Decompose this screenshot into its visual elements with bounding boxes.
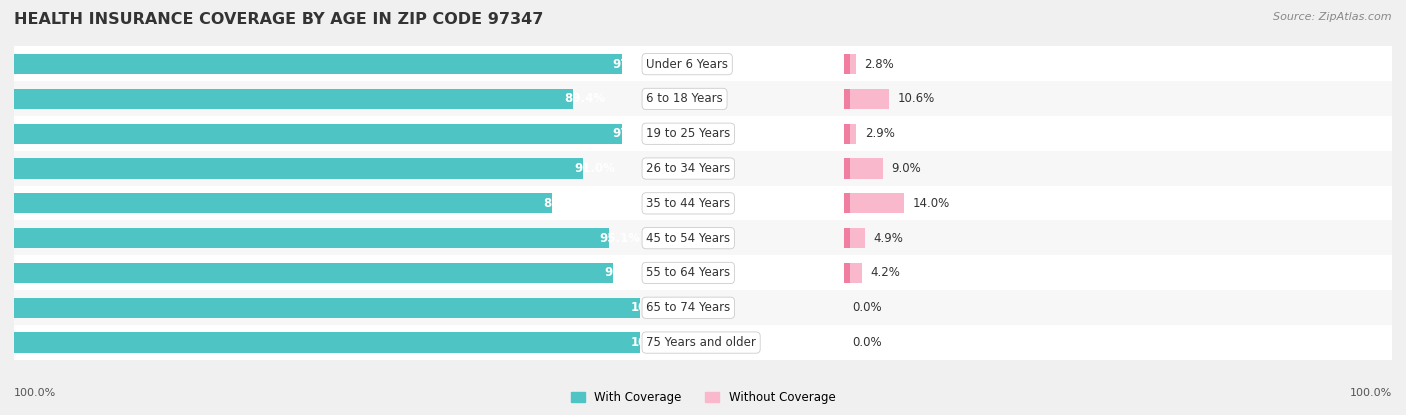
Text: 9.0%: 9.0% — [891, 162, 921, 175]
FancyBboxPatch shape — [14, 151, 640, 186]
Bar — [844, 89, 851, 109]
Text: 4.2%: 4.2% — [870, 266, 900, 279]
Bar — [844, 124, 851, 144]
Text: Under 6 Years: Under 6 Years — [647, 58, 728, 71]
Bar — [844, 263, 862, 283]
FancyBboxPatch shape — [640, 46, 1392, 82]
FancyBboxPatch shape — [640, 186, 1392, 221]
FancyBboxPatch shape — [14, 116, 640, 151]
FancyBboxPatch shape — [14, 290, 640, 325]
Legend: With Coverage, Without Coverage: With Coverage, Without Coverage — [565, 387, 841, 409]
Text: HEALTH INSURANCE COVERAGE BY AGE IN ZIP CODE 97347: HEALTH INSURANCE COVERAGE BY AGE IN ZIP … — [14, 12, 544, 27]
FancyBboxPatch shape — [14, 186, 640, 221]
Text: 100.0%: 100.0% — [14, 388, 56, 398]
Bar — [14, 54, 623, 74]
Text: 2.9%: 2.9% — [865, 127, 894, 140]
Text: 100.0%: 100.0% — [630, 336, 679, 349]
FancyBboxPatch shape — [640, 325, 1392, 360]
Bar — [844, 228, 851, 248]
Text: 95.1%: 95.1% — [600, 232, 641, 245]
Text: 4.9%: 4.9% — [873, 232, 904, 245]
Bar — [844, 193, 851, 213]
FancyBboxPatch shape — [14, 46, 640, 82]
Text: 86.0%: 86.0% — [543, 197, 583, 210]
Text: 100.0%: 100.0% — [630, 301, 679, 314]
Text: 45 to 54 Years: 45 to 54 Years — [647, 232, 730, 245]
FancyBboxPatch shape — [14, 220, 640, 256]
Text: 75 Years and older: 75 Years and older — [647, 336, 756, 349]
Text: 97.1%: 97.1% — [612, 127, 652, 140]
FancyBboxPatch shape — [640, 255, 1392, 291]
Bar — [14, 89, 574, 109]
FancyBboxPatch shape — [14, 325, 640, 360]
Text: 14.0%: 14.0% — [912, 197, 950, 210]
Text: 0.0%: 0.0% — [852, 336, 882, 349]
Text: 100.0%: 100.0% — [1350, 388, 1392, 398]
Text: 97.2%: 97.2% — [613, 58, 654, 71]
Bar — [14, 159, 583, 178]
FancyBboxPatch shape — [640, 116, 1392, 151]
Bar — [844, 124, 856, 144]
Text: Source: ZipAtlas.com: Source: ZipAtlas.com — [1274, 12, 1392, 22]
Bar — [844, 54, 856, 74]
Bar — [844, 54, 851, 74]
Bar — [14, 193, 553, 213]
FancyBboxPatch shape — [640, 151, 1392, 186]
Bar — [14, 298, 640, 318]
Text: 0.0%: 0.0% — [852, 301, 882, 314]
Text: 91.0%: 91.0% — [574, 162, 614, 175]
FancyBboxPatch shape — [14, 81, 640, 117]
Bar — [844, 193, 904, 213]
Text: 26 to 34 Years: 26 to 34 Years — [647, 162, 731, 175]
Text: 10.6%: 10.6% — [898, 93, 935, 105]
Text: 89.4%: 89.4% — [564, 93, 605, 105]
Text: 2.8%: 2.8% — [865, 58, 894, 71]
Bar — [844, 159, 851, 178]
FancyBboxPatch shape — [640, 290, 1392, 325]
Bar — [14, 228, 609, 248]
FancyBboxPatch shape — [640, 220, 1392, 256]
Bar — [844, 159, 883, 178]
Bar — [844, 228, 865, 248]
Text: 55 to 64 Years: 55 to 64 Years — [647, 266, 730, 279]
Bar — [844, 89, 890, 109]
Text: 95.8%: 95.8% — [605, 266, 645, 279]
Bar — [844, 263, 851, 283]
Text: 35 to 44 Years: 35 to 44 Years — [647, 197, 730, 210]
Text: 6 to 18 Years: 6 to 18 Years — [647, 93, 723, 105]
Text: 65 to 74 Years: 65 to 74 Years — [647, 301, 731, 314]
FancyBboxPatch shape — [640, 81, 1392, 117]
Bar — [14, 263, 613, 283]
Bar — [14, 332, 640, 353]
Bar — [14, 124, 621, 144]
FancyBboxPatch shape — [14, 255, 640, 291]
Text: 19 to 25 Years: 19 to 25 Years — [647, 127, 731, 140]
